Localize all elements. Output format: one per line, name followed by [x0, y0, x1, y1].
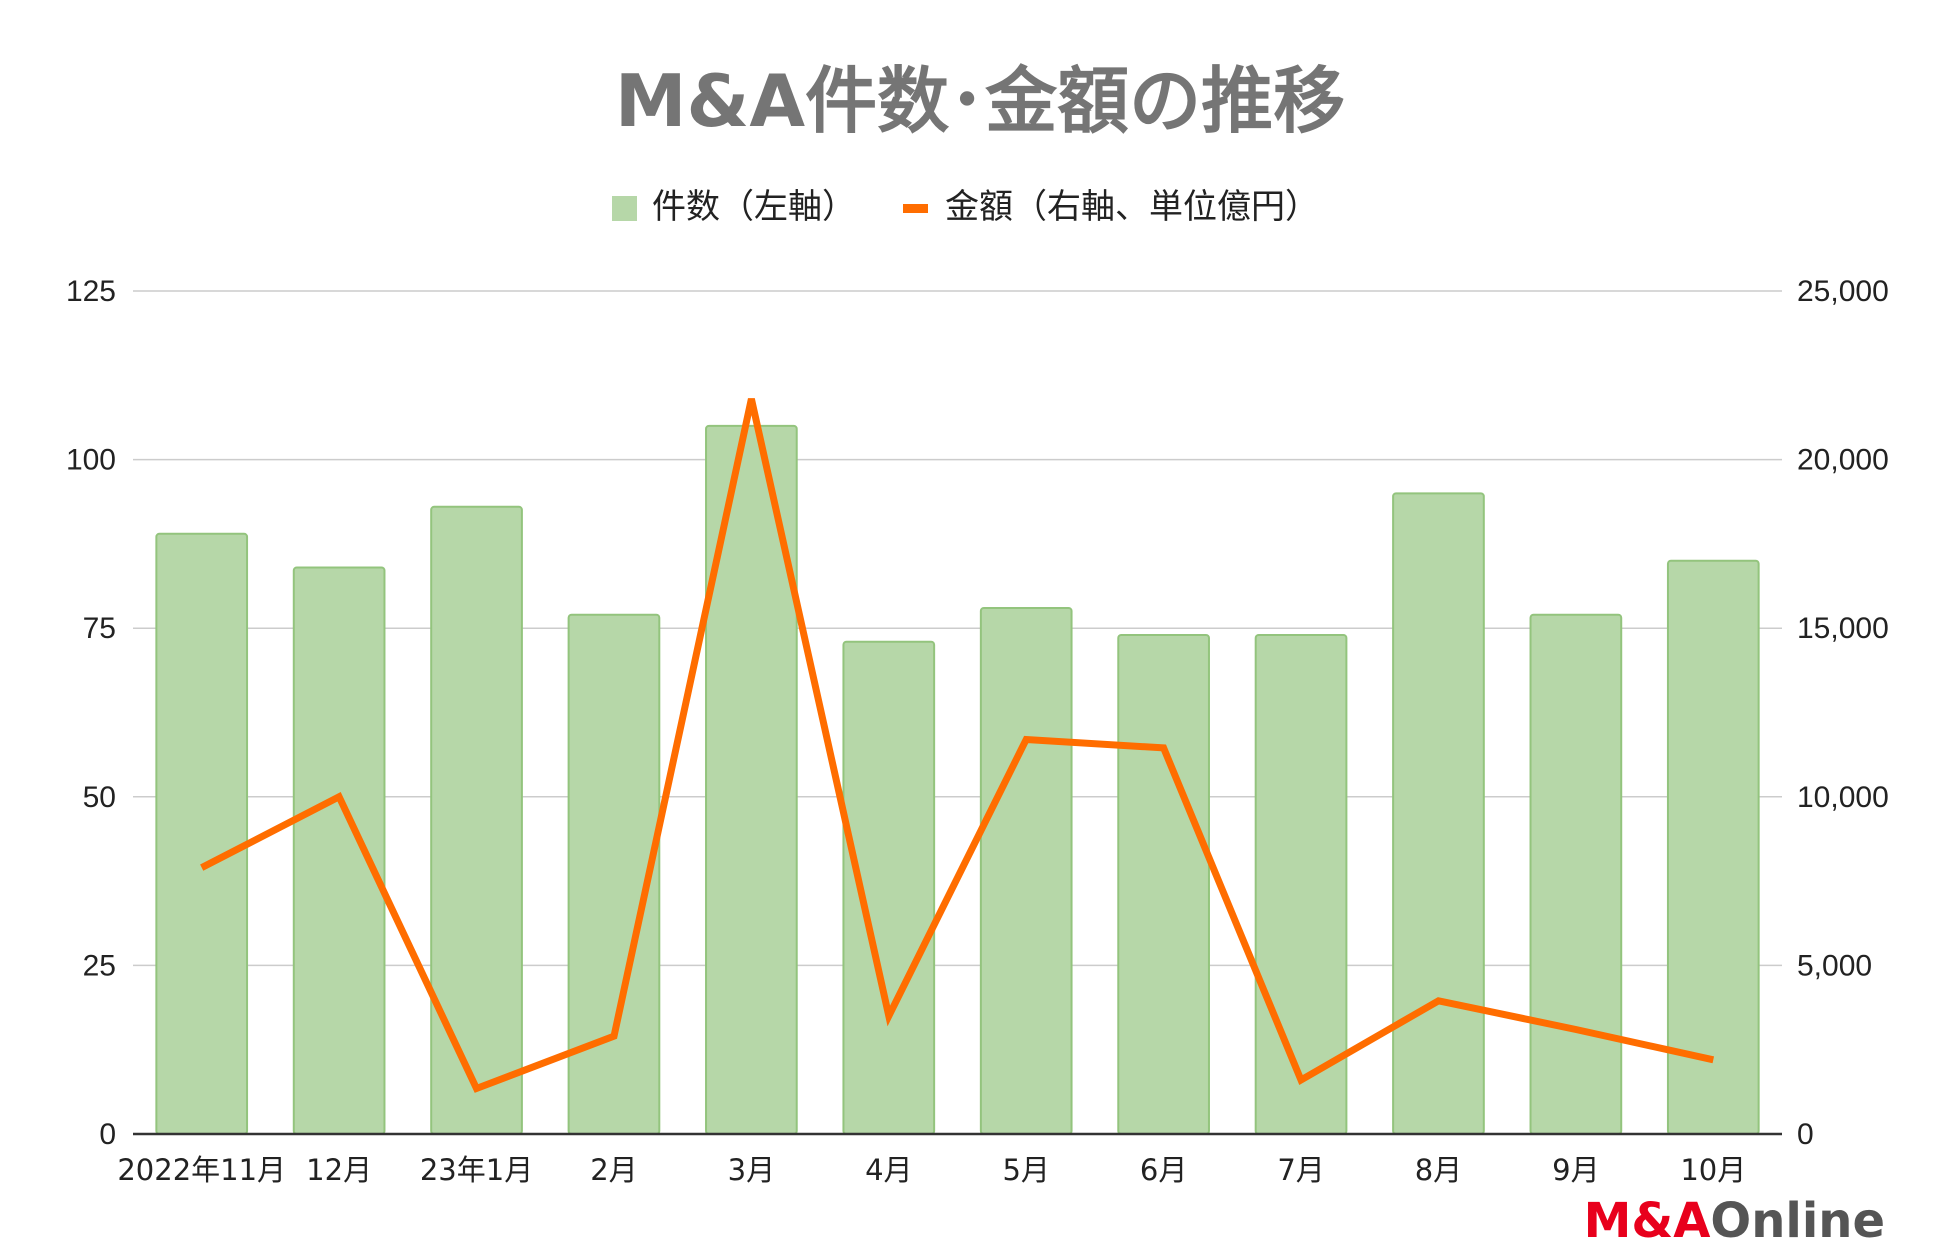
x-tick-label: 2022年11月: [117, 1153, 286, 1187]
right-tick-label: 25,000: [1797, 275, 1889, 308]
x-tick-label: 12月: [306, 1153, 372, 1187]
chart-title: M&A件数･金額の推移: [615, 59, 1345, 143]
x-tick-label: 10月: [1680, 1153, 1746, 1187]
bar: [1666, 559, 1760, 1135]
right-axis-ticks: 0 5,000 10,000 15,000 20,000 25,000: [1797, 275, 1889, 1151]
legend-bar-swatch: [612, 196, 637, 221]
left-tick-label: 0: [99, 1118, 116, 1151]
x-tick-label: 5月: [1002, 1153, 1049, 1187]
left-tick-label: 75: [83, 612, 116, 645]
bar: [292, 566, 386, 1135]
bar: [155, 532, 249, 1135]
bar: [1529, 613, 1623, 1135]
x-tick-label: 6月: [1140, 1153, 1187, 1187]
right-tick-label: 20,000: [1797, 444, 1889, 477]
right-tick-label: 15,000: [1797, 612, 1889, 645]
x-tick-label: 8月: [1415, 1153, 1462, 1187]
legend-line-label: 金額（右軸、単位億円）: [945, 187, 1319, 227]
x-tick-label: 2月: [590, 1153, 637, 1187]
x-tick-label: 23年1月: [420, 1153, 533, 1187]
right-tick-label: 5,000: [1797, 949, 1872, 982]
bar: [1117, 633, 1210, 1135]
logo: M&AOnline: [1584, 1193, 1885, 1245]
logo-part-ma: M&A: [1584, 1193, 1711, 1245]
logo-part-online: Online: [1710, 1193, 1885, 1245]
left-tick-label: 50: [83, 781, 116, 814]
legend: 件数（左軸） 金額（右軸、単位億円）: [612, 187, 1319, 227]
x-tick-label: 4月: [865, 1153, 912, 1187]
left-tick-label: 100: [66, 444, 116, 477]
left-tick-label: 125: [66, 275, 116, 308]
bar: [430, 505, 523, 1136]
x-axis-ticks: 2022年11月 12月 23年1月 2月 3月 4月 5月 6月 7月 8月 9月 10月: [117, 1153, 1746, 1187]
bars: [155, 424, 1760, 1136]
left-axis-ticks: 0 25 50 75 100 125: [66, 275, 116, 1151]
x-tick-label: 7月: [1277, 1153, 1324, 1187]
legend-bar-label: 件数（左軸）: [652, 187, 856, 227]
amount-line: [200, 398, 1715, 1093]
legend-line-swatch: [903, 204, 928, 213]
right-tick-label: 10,000: [1797, 781, 1889, 814]
gridlines: [133, 290, 1782, 967]
line-series: [200, 398, 1715, 1093]
left-tick-label: 25: [83, 949, 116, 982]
x-tick-label: 9月: [1552, 1153, 1599, 1187]
bar: [979, 606, 1073, 1135]
x-tick-label: 3月: [728, 1153, 775, 1187]
bar: [1392, 492, 1485, 1135]
right-tick-label: 0: [1797, 1118, 1814, 1151]
